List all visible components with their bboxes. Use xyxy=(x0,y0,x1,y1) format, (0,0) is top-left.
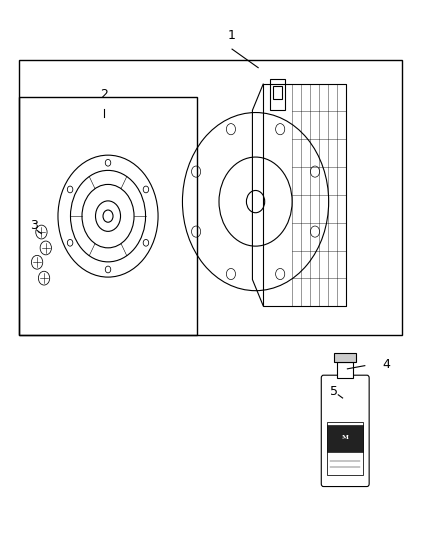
Text: 4: 4 xyxy=(383,358,391,371)
Text: M: M xyxy=(342,435,349,440)
Text: 3: 3 xyxy=(30,219,38,232)
Bar xyxy=(19,60,402,335)
Bar xyxy=(327,424,364,452)
Text: 1: 1 xyxy=(228,29,236,42)
FancyBboxPatch shape xyxy=(321,375,369,487)
Bar xyxy=(273,86,282,99)
Bar xyxy=(270,79,285,110)
Text: 2: 2 xyxy=(100,87,108,101)
Text: 5: 5 xyxy=(330,385,338,398)
Bar xyxy=(335,353,356,362)
Bar xyxy=(337,362,353,378)
Bar xyxy=(327,422,364,475)
Bar xyxy=(19,97,197,335)
